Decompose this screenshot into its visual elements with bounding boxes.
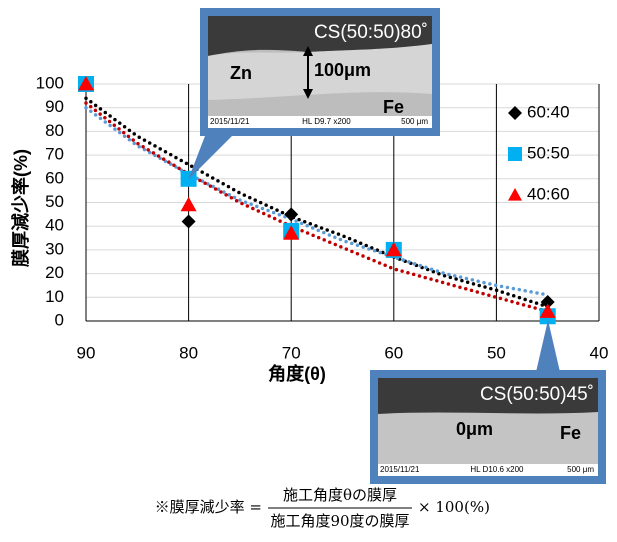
inset-title: CS(50:50)80˚	[314, 22, 428, 43]
y-tick-label: 80	[45, 121, 64, 140]
y-tick-label: 90	[45, 97, 64, 116]
y-tick-label: 50	[45, 192, 64, 211]
legend-label: 60:40	[527, 102, 570, 121]
inset-footer: HL D9.7 x200	[302, 117, 351, 126]
marker-diamond	[284, 207, 298, 221]
inset-title: CS(50:50)45˚	[480, 384, 594, 405]
inset-footer: 500 μm	[401, 117, 428, 126]
callout-pointer	[536, 320, 560, 372]
marker-triangle	[508, 188, 522, 201]
inset-label: Zn	[230, 63, 252, 83]
y-tick-label: 20	[45, 263, 64, 282]
y-axis-title: 膜厚減少率(%)	[10, 149, 31, 268]
x-tick-label: 70	[282, 343, 301, 362]
inset-footer: HL D10.6 x200	[470, 465, 524, 474]
y-tick-label: 40	[45, 216, 64, 235]
inset-footer: 2015/11/21	[380, 465, 420, 474]
x-tick-label: 80	[179, 343, 198, 362]
x-axis-title: 角度(θ)	[268, 363, 326, 384]
inset-label: Fe	[383, 97, 404, 117]
callout-pointer	[188, 136, 232, 180]
inset-label: Fe	[560, 423, 581, 443]
y-tick-label: 30	[45, 239, 64, 258]
formula-rhs: × 100(%)	[418, 498, 490, 516]
chart: 0 10 20 30 40 50 60 70 80 90 100 90 80 70 60 50 40 角度(θ) 膜…	[0, 0, 617, 542]
inset-label: 0μm	[456, 419, 493, 439]
marker-square	[508, 147, 522, 161]
y-tick-label: 60	[45, 168, 64, 187]
inset-footer: 500 μm	[567, 465, 594, 474]
legend-label: 50:50	[527, 143, 570, 162]
inset-label: 100μm	[314, 60, 371, 80]
x-tick-label: 40	[590, 343, 609, 362]
y-tick-label: 10	[45, 287, 64, 306]
x-tick-label: 50	[487, 343, 506, 362]
inset-footer: 2015/11/21	[210, 117, 250, 126]
formula-lhs: ※膜厚減少率 =	[155, 498, 262, 516]
marker-triangle	[181, 197, 197, 211]
formula-numerator: 施工角度θの膜厚	[283, 486, 397, 504]
x-tick-label: 60	[384, 343, 403, 362]
legend-label: 40:60	[527, 184, 570, 203]
y-tick-label: 0	[55, 310, 64, 329]
x-tick-label: 90	[77, 343, 96, 362]
y-tick-label: 100	[36, 73, 64, 92]
formula-denominator: 施工角度90度の膜厚	[270, 512, 409, 530]
y-tick-label: 70	[45, 145, 64, 164]
